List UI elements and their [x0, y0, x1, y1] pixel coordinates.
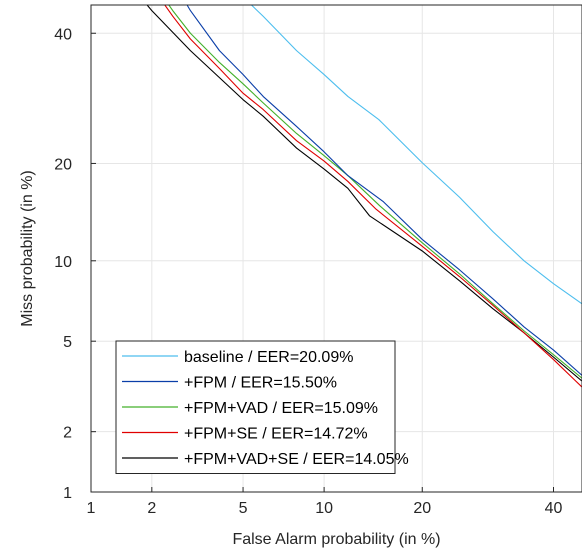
series-line	[168, 5, 582, 379]
y-axis-ticks: 1 2 5 10 20 40	[54, 26, 96, 502]
series-line	[164, 5, 582, 388]
legend-label: +FPM+SE / EER=14.72%	[184, 426, 368, 443]
x-tick-label: 40	[545, 500, 563, 517]
x-axis-ticks: 1 2 5 10 20 40	[87, 487, 563, 517]
legend-label: +FPM+VAD / EER=15.09%	[184, 400, 378, 417]
series-line	[251, 5, 582, 305]
x-axis-label: False Alarm probability (in %)	[232, 531, 440, 548]
series-line	[146, 5, 582, 382]
series-line	[186, 5, 582, 376]
x-tick-label: 5	[239, 500, 248, 517]
legend-label: +FPM / EER=15.50%	[184, 375, 337, 392]
y-tick-label: 40	[54, 26, 72, 43]
y-tick-label: 10	[54, 254, 72, 271]
plot-lines	[146, 5, 582, 388]
y-tick-label: 1	[63, 485, 72, 502]
y-tick-label: 5	[63, 334, 72, 351]
x-tick-label: 2	[147, 500, 156, 517]
y-tick-label: 20	[54, 156, 72, 173]
legend: baseline / EER=20.09% +FPM / EER=15.50% +F…	[115, 340, 409, 474]
y-axis-label: Miss probability (in %)	[19, 170, 36, 326]
x-tick-label: 1	[87, 500, 96, 517]
legend-label: baseline / EER=20.09%	[184, 349, 353, 366]
plot-frame	[90, 4, 582, 493]
legend-label: +FPM+VAD+SE / EER=14.05%	[184, 451, 409, 468]
x-tick-label: 20	[413, 500, 431, 517]
x-tick-label: 10	[315, 500, 333, 517]
y-tick-label: 2	[63, 425, 72, 442]
